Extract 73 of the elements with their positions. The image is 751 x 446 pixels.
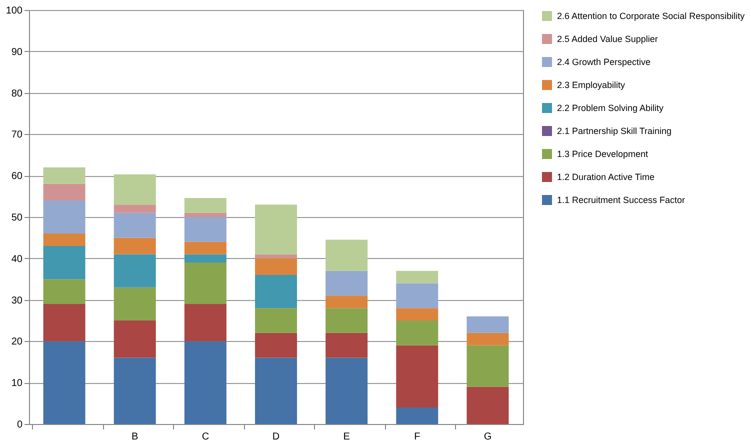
x-tick-label: C	[202, 432, 210, 442]
bar	[43, 341, 86, 424]
legend-label: 2.2 Problem Solving Ability	[557, 103, 664, 113]
y-tick-label: 0	[16, 420, 23, 430]
bar	[43, 184, 86, 200]
legend-label: 1.1 Recruitment Success Factor	[557, 195, 686, 205]
bar	[255, 358, 297, 424]
y-tick-label: 100	[6, 6, 23, 16]
y-tick-label: 80	[11, 88, 23, 100]
bar	[184, 212, 226, 217]
x-tick-label: E	[343, 432, 350, 442]
bar	[43, 167, 86, 184]
bar	[184, 262, 226, 304]
bar	[184, 254, 226, 263]
bar	[396, 407, 438, 424]
bar	[255, 204, 297, 254]
legend-label: 1.3 Price Development	[557, 149, 649, 159]
bar	[255, 258, 297, 275]
y-tick-label: 90	[11, 46, 23, 58]
bar	[184, 217, 226, 242]
bar	[255, 332, 297, 358]
bar	[396, 283, 438, 308]
y-tick-label: 50	[11, 212, 23, 224]
x-tick-label: G	[484, 432, 492, 442]
bar	[396, 270, 438, 284]
y-tick-label: 30	[11, 295, 23, 306]
legend-label: 2.3 Employability	[557, 80, 626, 90]
bar	[43, 234, 86, 246]
legend-label: 1.2 Duration Active Time	[557, 172, 655, 182]
bar	[43, 246, 86, 280]
bar	[114, 204, 156, 213]
bar	[255, 254, 297, 258]
bar	[396, 345, 438, 408]
bar	[466, 316, 509, 333]
bar	[255, 308, 297, 333]
bar	[396, 308, 438, 320]
x-tick-label: D	[272, 432, 280, 442]
bar	[466, 386, 509, 424]
bar	[184, 341, 226, 424]
bar	[255, 274, 297, 308]
bar	[466, 332, 509, 346]
bar	[466, 345, 509, 387]
y-tick-label: 60	[11, 171, 23, 182]
bar	[184, 304, 226, 342]
bar	[114, 174, 156, 205]
bar	[396, 320, 438, 346]
x-tick-label: F	[414, 432, 420, 442]
bar	[184, 242, 226, 254]
bar	[326, 296, 368, 308]
y-tick-label: 10	[11, 378, 23, 390]
bar	[114, 358, 156, 424]
bar	[43, 304, 86, 342]
legend-label: 2.4 Growth Perspective	[557, 57, 651, 67]
bar	[114, 254, 156, 288]
bar	[326, 358, 368, 424]
bar	[114, 287, 156, 320]
bar	[114, 238, 156, 254]
bar	[114, 212, 156, 238]
bar	[114, 320, 156, 358]
legend-label: 2.5 Added Value Supplier	[557, 34, 658, 44]
legend-label: 2.6 Attention to Corporate Social Responsibility	[557, 11, 746, 21]
y-tick-label: 40	[11, 254, 23, 265]
bar	[326, 332, 368, 358]
y-tick-label: 70	[11, 130, 23, 141]
bar	[326, 240, 368, 271]
x-tick-label: B	[132, 432, 139, 442]
bar	[326, 270, 368, 296]
y-tick-label: 20	[11, 336, 23, 348]
legend-label: 2.1 Partnership Skill Training	[557, 126, 672, 136]
bar	[43, 279, 86, 304]
bar	[184, 198, 226, 213]
bar	[43, 200, 86, 234]
bar	[326, 308, 368, 333]
